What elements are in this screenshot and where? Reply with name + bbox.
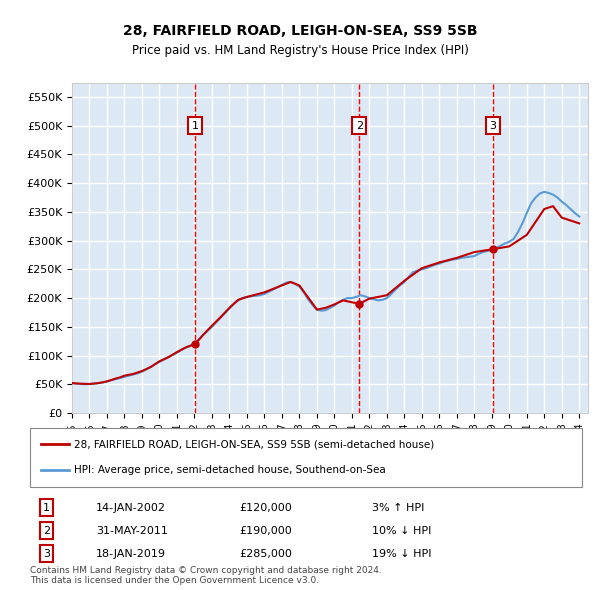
Text: Contains HM Land Registry data © Crown copyright and database right 2024.: Contains HM Land Registry data © Crown c… (30, 566, 382, 575)
FancyBboxPatch shape (30, 428, 582, 487)
Text: 1: 1 (191, 120, 199, 130)
Text: 3% ↑ HPI: 3% ↑ HPI (372, 503, 425, 513)
Text: 14-JAN-2002: 14-JAN-2002 (96, 503, 166, 513)
Text: 28, FAIRFIELD ROAD, LEIGH-ON-SEA, SS9 5SB (semi-detached house): 28, FAIRFIELD ROAD, LEIGH-ON-SEA, SS9 5S… (74, 440, 434, 449)
Text: 2: 2 (356, 120, 363, 130)
Text: 2: 2 (43, 526, 50, 536)
Text: 28, FAIRFIELD ROAD, LEIGH-ON-SEA, SS9 5SB: 28, FAIRFIELD ROAD, LEIGH-ON-SEA, SS9 5S… (123, 24, 477, 38)
Text: 1: 1 (43, 503, 50, 513)
Text: 3: 3 (43, 549, 50, 559)
Text: 19% ↓ HPI: 19% ↓ HPI (372, 549, 432, 559)
Text: Price paid vs. HM Land Registry's House Price Index (HPI): Price paid vs. HM Land Registry's House … (131, 44, 469, 57)
Text: 3: 3 (489, 120, 496, 130)
Text: This data is licensed under the Open Government Licence v3.0.: This data is licensed under the Open Gov… (30, 576, 319, 585)
Text: 31-MAY-2011: 31-MAY-2011 (96, 526, 168, 536)
Text: 10% ↓ HPI: 10% ↓ HPI (372, 526, 431, 536)
Text: 18-JAN-2019: 18-JAN-2019 (96, 549, 166, 559)
Text: £190,000: £190,000 (240, 526, 293, 536)
Text: £120,000: £120,000 (240, 503, 293, 513)
Text: £285,000: £285,000 (240, 549, 293, 559)
Text: HPI: Average price, semi-detached house, Southend-on-Sea: HPI: Average price, semi-detached house,… (74, 466, 386, 475)
